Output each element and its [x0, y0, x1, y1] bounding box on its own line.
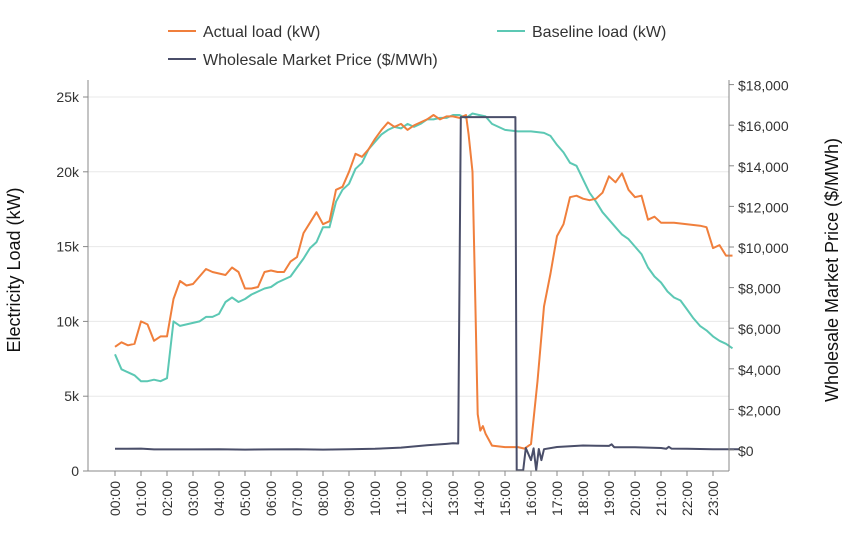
y2-axis-title: Wholesale Market Price ($/MWh) [822, 138, 842, 402]
x-tick-label: 20:00 [627, 481, 643, 516]
legend-label-actual: Actual load (kW) [203, 24, 320, 41]
x-tick-label: 09:00 [341, 481, 357, 516]
x-tick-label: 14:00 [471, 481, 487, 516]
y-tick-label: 25k [56, 89, 80, 105]
legend-item-actual[interactable]: Actual load (kW) [168, 24, 320, 41]
x-tick-label: 18:00 [575, 481, 591, 516]
x-tick-label: 04:00 [211, 481, 227, 516]
x-tick-label: 10:00 [367, 481, 383, 516]
legend-label-baseline: Baseline load (kW) [532, 24, 666, 41]
x-tick-label: 06:00 [263, 481, 279, 516]
x-tick-label: 19:00 [601, 481, 617, 516]
price-line [114, 116, 739, 472]
x-tick-label: 15:00 [497, 481, 513, 516]
x-tick-label: 08:00 [315, 481, 331, 516]
actual-load-line [114, 114, 733, 450]
y2-tick-label: $10,000 [738, 240, 789, 256]
legend-item-baseline[interactable]: Baseline load (kW) [497, 24, 666, 41]
x-tick-label: 00:00 [107, 481, 123, 516]
y2-tick-label: $4,000 [738, 362, 781, 378]
x-tick-label: 12:00 [419, 481, 435, 516]
y-tick-label: 20k [56, 164, 80, 180]
x-tick-label: 22:00 [679, 481, 695, 516]
x-tick-label: 21:00 [653, 481, 669, 516]
x-tick-label: 23:00 [705, 481, 721, 516]
series-lines [114, 112, 739, 472]
legend-item-price[interactable]: Wholesale Market Price ($/MWh) [168, 52, 438, 69]
legend-label-price: Wholesale Market Price ($/MWh) [203, 52, 438, 69]
y-axis-title: Electricity Load (kW) [4, 187, 24, 352]
y-tick-label: 15k [56, 239, 80, 255]
y-tick-label: 5k [64, 388, 80, 404]
grid [88, 96, 729, 397]
x-tick-label: 17:00 [549, 481, 565, 516]
y2-tick-label: $6,000 [738, 321, 781, 337]
y2-tick-label: $18,000 [738, 78, 789, 94]
baseline-load-line [114, 112, 734, 383]
y2-tick-label: $12,000 [738, 199, 789, 215]
x-tick-label: 11:00 [393, 481, 409, 515]
x-tick-label: 13:00 [445, 481, 461, 516]
x-tick-label: 01:00 [133, 481, 149, 516]
y2-tick-label: $16,000 [738, 118, 789, 134]
x-tick-label: 07:00 [289, 481, 305, 516]
axes [87, 80, 730, 472]
y-tick-label: 0 [71, 463, 79, 479]
legend: Actual load (kW) Baseline load (kW) Whol… [168, 24, 666, 69]
x-tick-label: 05:00 [237, 481, 253, 516]
x-tick-label: 03:00 [185, 481, 201, 516]
x-tick-label: 16:00 [523, 481, 539, 516]
x-tick-label: 02:00 [159, 481, 175, 516]
y2-tick-label: $14,000 [738, 159, 789, 175]
y2-tick-label: $8,000 [738, 281, 781, 297]
y2-tick-label: $2,000 [738, 402, 781, 418]
ticks: 0 5k 10k 15k 20k 25k $0 $2,000 $4,000 $6,000 $8,00… [56, 78, 788, 516]
y2-tick-label: $0 [738, 443, 754, 459]
y-tick-label: 10k [56, 313, 80, 329]
